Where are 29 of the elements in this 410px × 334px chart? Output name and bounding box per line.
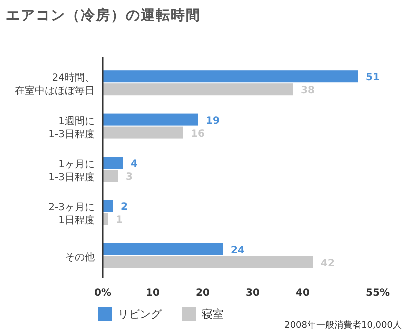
bar [103,256,313,268]
data-label: 51 [366,72,380,84]
bar [103,170,118,182]
x-tick-label: 20 [196,288,210,299]
bar [103,126,183,139]
y-tick-label: 2-3ヶ月に1日程度 [48,202,95,227]
data-label: 2 [121,202,128,214]
y-tick-label: 24時間、在室中はほぼ毎日 [15,72,95,98]
y-tick-label: 1ヶ月に1-3日程度 [48,160,95,184]
bar [103,70,358,83]
bar [103,84,293,96]
x-tick-label: 40 [296,288,310,299]
legend-label: 寝室 [202,308,224,321]
bar [103,157,123,169]
bar [103,200,113,212]
x-tick-label: 0% [94,288,112,299]
bar [103,114,198,126]
y-tick-label: 1週間に1-3日程度 [48,116,95,140]
bar [103,243,223,256]
legend-label: リビング [118,308,163,321]
x-tick-label: 55% [366,288,390,299]
data-label: 19 [206,116,220,127]
x-tick-label: 30 [246,288,260,299]
y-tick-label: その他 [65,251,95,264]
data-label: 24 [231,245,245,256]
chart-title: エアコン（冷房）の運転時間 [6,7,201,24]
data-label: 4 [131,159,138,170]
x-tick-label: 10 [146,288,160,299]
text: 2008年一般消費者10,000人 [284,320,402,331]
